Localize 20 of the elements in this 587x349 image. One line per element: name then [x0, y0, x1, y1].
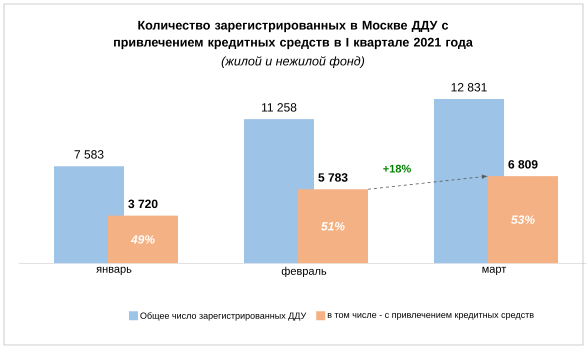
chart-title: Количество зарегистрированных в Москве ДДУ с привлечением кредитных средств в I квартале 2021 года: [114, 20, 473, 50]
annotation: 53%: [511, 215, 535, 224]
x-tick-label: март: [482, 266, 506, 275]
x-tick-label: февраль: [282, 266, 326, 278]
data-label: 3 720: [128, 200, 158, 208]
data-label: 7 583: [74, 150, 104, 159]
chart-subtitle: (жилой и нежилой фонд): [222, 56, 364, 68]
legend-label: в том числе - с привлечением кредитных средств: [328, 313, 534, 320]
data-label: 5 783: [318, 173, 348, 182]
bar: [488, 176, 558, 264]
bar: [298, 189, 368, 264]
annotation: 49%: [130, 235, 155, 244]
bar: [108, 216, 178, 264]
x-tick-label: январь: [96, 266, 132, 275]
data-label: 11 258: [262, 103, 296, 112]
annotation: +18%: [383, 164, 411, 173]
data-label: 12 831: [452, 83, 487, 92]
annotation: 51%: [321, 222, 345, 230]
legend-label: Общее число зарегистрированных ДДУ: [140, 312, 306, 321]
data-label: 6 809: [508, 160, 538, 169]
